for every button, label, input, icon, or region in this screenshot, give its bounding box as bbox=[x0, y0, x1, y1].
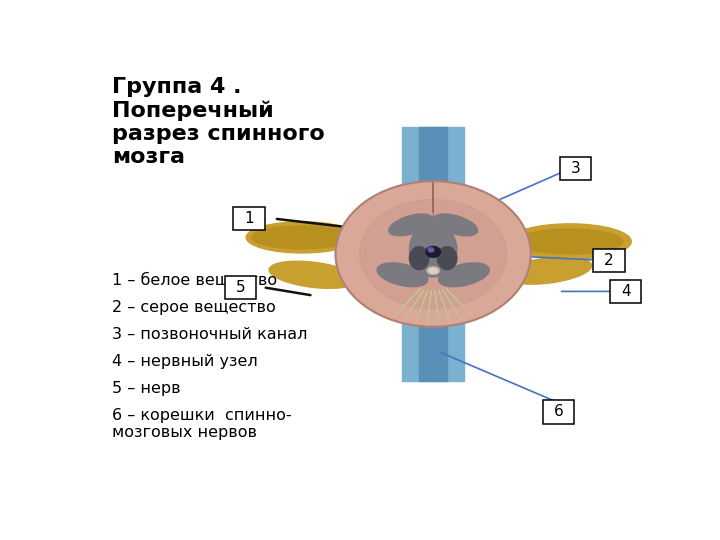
Circle shape bbox=[360, 199, 506, 308]
Text: 1: 1 bbox=[244, 211, 254, 226]
Ellipse shape bbox=[410, 247, 429, 269]
Text: 4: 4 bbox=[621, 284, 631, 299]
Ellipse shape bbox=[438, 263, 489, 287]
Ellipse shape bbox=[410, 223, 457, 277]
Ellipse shape bbox=[517, 229, 623, 254]
Text: 3 – позвоночный канал: 3 – позвоночный канал bbox=[112, 327, 308, 342]
Ellipse shape bbox=[269, 261, 357, 288]
Ellipse shape bbox=[433, 214, 477, 236]
Circle shape bbox=[426, 246, 441, 258]
Text: 6: 6 bbox=[554, 404, 564, 420]
Circle shape bbox=[428, 248, 433, 252]
Text: 5: 5 bbox=[236, 280, 246, 295]
Text: Группа 4 .
Поперечный
разрез спинного
мозга: Группа 4 . Поперечный разрез спинного мо… bbox=[112, 77, 325, 167]
Ellipse shape bbox=[252, 226, 352, 249]
Circle shape bbox=[336, 181, 531, 327]
Ellipse shape bbox=[429, 268, 437, 273]
FancyBboxPatch shape bbox=[225, 275, 256, 299]
FancyBboxPatch shape bbox=[560, 157, 591, 180]
Text: 1 – белое вещество: 1 – белое вещество bbox=[112, 273, 277, 288]
FancyBboxPatch shape bbox=[233, 207, 265, 230]
Ellipse shape bbox=[427, 267, 439, 274]
FancyBboxPatch shape bbox=[610, 280, 642, 303]
Text: 5 – нерв: 5 – нерв bbox=[112, 381, 181, 396]
Text: 3: 3 bbox=[570, 161, 580, 176]
Text: 4 – нервный узел: 4 – нервный узел bbox=[112, 354, 258, 369]
Bar bbox=[402, 127, 464, 381]
Text: 6 – корешки  спинно-
мозговых нервов: 6 – корешки спинно- мозговых нервов bbox=[112, 408, 292, 440]
Ellipse shape bbox=[503, 257, 592, 284]
Ellipse shape bbox=[437, 247, 457, 269]
Ellipse shape bbox=[377, 263, 428, 287]
Text: 2: 2 bbox=[604, 253, 613, 268]
FancyBboxPatch shape bbox=[593, 248, 624, 272]
Ellipse shape bbox=[246, 222, 358, 253]
FancyBboxPatch shape bbox=[543, 400, 575, 424]
Ellipse shape bbox=[389, 214, 433, 236]
Ellipse shape bbox=[508, 224, 631, 259]
Text: 2 – серое вещество: 2 – серое вещество bbox=[112, 300, 276, 315]
Bar bbox=[419, 127, 447, 381]
